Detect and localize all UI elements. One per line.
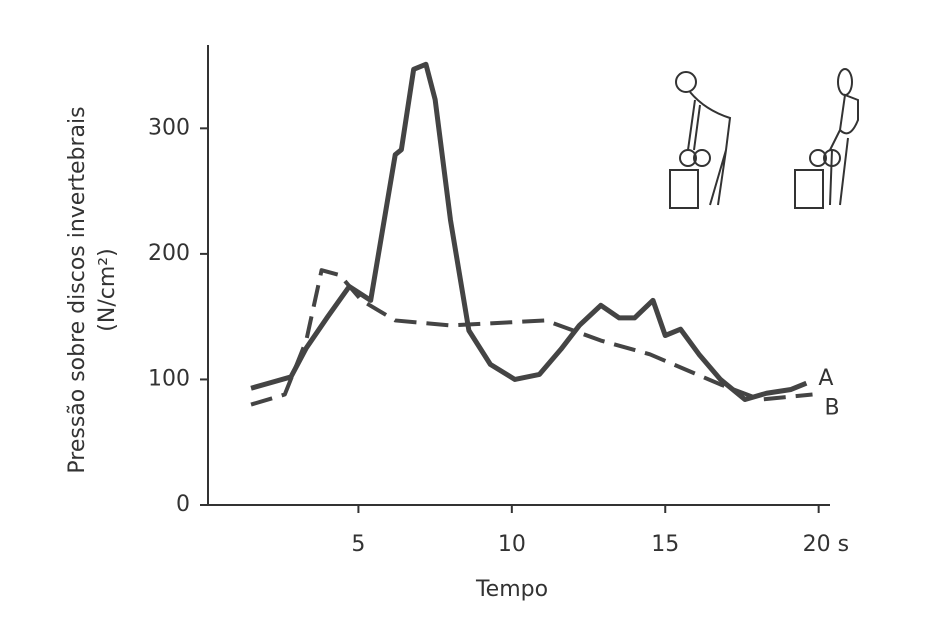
x-tick-label: 5 — [351, 532, 365, 557]
x-label: Tempo — [475, 577, 548, 602]
y-label: Pressão sobre discos invertebrais — [65, 106, 90, 473]
y-axis-title: Pressão sobre discos invertebrais (N/cm²… — [65, 106, 120, 473]
series-label: B — [825, 396, 840, 421]
series-line — [250, 268, 813, 407]
x-tick-label: 20 s — [803, 532, 849, 557]
y-unit: (N/cm²) — [95, 248, 120, 331]
y-tick-label: 100 — [148, 366, 190, 391]
series-line — [250, 61, 808, 403]
y-tick-label: 300 — [148, 115, 190, 140]
x-tick-label: 10 — [498, 532, 526, 557]
series-label: A — [818, 366, 833, 391]
illustration — [669, 68, 859, 209]
x-tick-label: 15 — [651, 532, 679, 557]
y-tick-label: 200 — [148, 241, 190, 266]
y-tick-label: 0 — [176, 492, 190, 517]
